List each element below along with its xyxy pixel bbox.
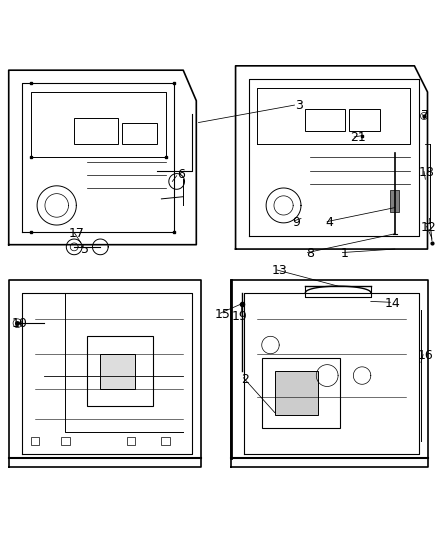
Text: 14: 14 [385, 297, 400, 310]
Text: 19: 19 [231, 310, 247, 323]
Bar [127, 437, 135, 446]
Text: 6: 6 [177, 168, 185, 181]
Bar [74, 118, 118, 144]
Text: 16: 16 [417, 350, 433, 362]
Text: 17: 17 [68, 227, 84, 240]
Text: 2: 2 [241, 374, 249, 386]
Text: 7: 7 [421, 109, 429, 123]
Bar [162, 437, 170, 446]
Bar [100, 354, 135, 389]
Text: 8: 8 [306, 247, 314, 260]
Bar [31, 437, 39, 446]
Bar [305, 109, 345, 131]
Text: 21: 21 [350, 131, 366, 144]
Text: 18: 18 [419, 166, 434, 179]
Text: 1: 1 [341, 247, 349, 260]
Bar [275, 371, 318, 415]
Text: 3: 3 [295, 99, 303, 111]
Bar [349, 109, 379, 131]
Text: 13: 13 [271, 264, 287, 277]
Bar [122, 123, 157, 144]
Text: 4: 4 [325, 216, 333, 229]
Bar [87, 336, 153, 406]
Text: 9: 9 [293, 216, 300, 229]
Bar [262, 358, 340, 428]
Bar [390, 190, 399, 212]
Bar [61, 437, 70, 446]
Text: 10: 10 [12, 317, 28, 330]
Text: 15: 15 [215, 308, 230, 321]
Text: 5: 5 [81, 243, 89, 255]
Text: 12: 12 [420, 221, 436, 234]
